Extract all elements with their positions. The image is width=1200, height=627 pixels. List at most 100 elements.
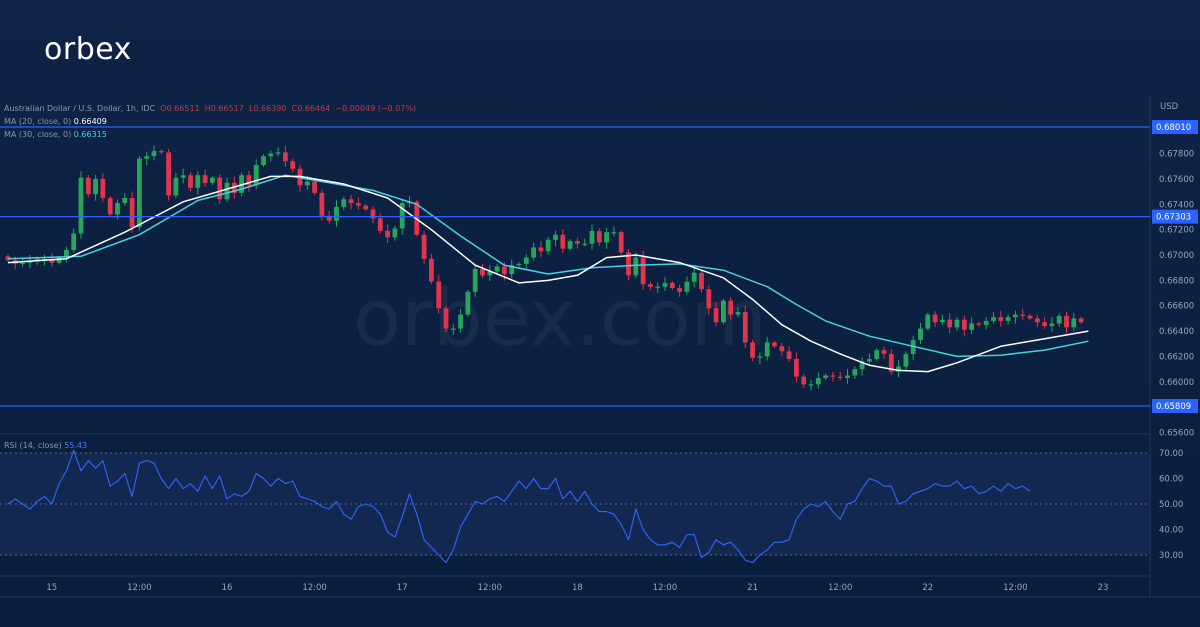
candle-body bbox=[867, 358, 872, 362]
candle-body bbox=[1027, 315, 1033, 319]
candle-body bbox=[764, 342, 770, 357]
candle-body bbox=[589, 230, 595, 244]
candle-body bbox=[129, 197, 135, 228]
candle-body bbox=[830, 375, 836, 377]
candle-body bbox=[976, 323, 982, 325]
candle-body bbox=[845, 375, 850, 378]
candle-body bbox=[348, 199, 354, 204]
time-tick-label: 12:00 bbox=[1003, 583, 1028, 593]
ma20-label: MA (20, close, 0) bbox=[4, 117, 72, 126]
candle-body bbox=[903, 353, 909, 367]
rsi-tick-label: 60.00 bbox=[1159, 475, 1183, 485]
candle-body bbox=[224, 182, 230, 200]
candle-body bbox=[618, 232, 624, 253]
time-tick-label: 23 bbox=[1098, 583, 1109, 593]
candle-body bbox=[523, 257, 529, 264]
watermark-text: orbex.com bbox=[353, 274, 766, 364]
rsi-tick-label: 30.00 bbox=[1159, 551, 1183, 561]
candle-body bbox=[239, 175, 244, 193]
orbex-logo: orbex bbox=[44, 32, 132, 67]
candle-body bbox=[582, 243, 588, 245]
candle-body bbox=[137, 158, 142, 228]
level-label: 0.65809 bbox=[1156, 402, 1191, 412]
candle-body bbox=[808, 384, 814, 386]
candle-body bbox=[596, 230, 602, 243]
candle-body bbox=[392, 228, 398, 238]
level-label: 0.67303 bbox=[1156, 213, 1191, 223]
candle-body bbox=[56, 257, 62, 263]
candle-body bbox=[779, 346, 785, 352]
candle-body bbox=[85, 177, 91, 195]
candle-body bbox=[983, 320, 989, 325]
price-tick-label: 0.67200 bbox=[1159, 226, 1194, 236]
candle-body bbox=[319, 192, 325, 216]
candle-body bbox=[604, 232, 609, 243]
candle-body bbox=[1049, 323, 1055, 327]
candle-body bbox=[356, 203, 361, 206]
ma20-line bbox=[7, 175, 1089, 373]
candle-body bbox=[560, 234, 566, 249]
candle-body bbox=[253, 165, 259, 186]
candle-body bbox=[735, 312, 741, 315]
candle-body bbox=[49, 258, 55, 263]
candle-body bbox=[553, 234, 558, 240]
time-tick-label: 12:00 bbox=[127, 583, 152, 593]
price-tick-label: 0.66200 bbox=[1159, 352, 1194, 362]
candle-body bbox=[750, 342, 755, 358]
candles-group bbox=[5, 145, 1084, 391]
candle-body bbox=[458, 314, 463, 329]
candle-body bbox=[888, 353, 894, 372]
time-tick-label: 16 bbox=[222, 583, 233, 593]
rsi-line bbox=[7, 449, 1031, 564]
level-label: 0.68010 bbox=[1156, 123, 1191, 133]
candle-body bbox=[202, 175, 208, 183]
candle-body bbox=[1020, 314, 1026, 316]
candle-body bbox=[487, 271, 493, 276]
candle-body bbox=[180, 175, 186, 178]
candle-body bbox=[991, 317, 996, 321]
candle-body bbox=[100, 178, 106, 198]
candle-body bbox=[874, 350, 880, 359]
price-tick-label: 0.67600 bbox=[1159, 175, 1194, 185]
candle-body bbox=[684, 281, 690, 292]
candle-body bbox=[567, 241, 573, 249]
candle-body bbox=[42, 258, 47, 261]
candle-body bbox=[502, 266, 507, 275]
candle-body bbox=[728, 300, 734, 315]
candle-body bbox=[932, 314, 938, 323]
candle-body bbox=[363, 205, 369, 210]
time-tick-label: 21 bbox=[747, 583, 758, 593]
candle-body bbox=[64, 249, 69, 258]
candle-body bbox=[516, 263, 522, 266]
candle-body bbox=[757, 356, 763, 358]
ohlc-close: C0.66464 bbox=[289, 104, 331, 113]
candle-body bbox=[115, 203, 120, 215]
candle-body bbox=[151, 151, 157, 157]
candle-body bbox=[699, 272, 704, 290]
candle-body bbox=[655, 286, 661, 288]
candle-body bbox=[246, 175, 252, 186]
ma20-legend: MA (20, close, 0) 0.66409 bbox=[4, 117, 107, 126]
candle-body bbox=[210, 177, 215, 183]
candle-body bbox=[20, 262, 25, 264]
candle-body bbox=[509, 265, 515, 275]
candle-body bbox=[166, 152, 171, 196]
time-tick-label: 12:00 bbox=[478, 583, 503, 593]
candle-body bbox=[801, 376, 807, 385]
candle-body bbox=[662, 282, 668, 287]
candle-body bbox=[304, 181, 310, 186]
time-tick-label: 15 bbox=[46, 583, 57, 593]
candle-body bbox=[648, 284, 653, 287]
candle-body bbox=[312, 181, 317, 193]
rsi-label: RSI (14, close) bbox=[4, 441, 62, 450]
candle-body bbox=[93, 178, 98, 195]
price-tick-label: 0.67000 bbox=[1159, 251, 1194, 261]
candle-body bbox=[370, 209, 376, 219]
price-axis-currency: USD bbox=[1160, 102, 1179, 112]
candle-body bbox=[465, 291, 471, 315]
time-tick-label: 17 bbox=[397, 583, 408, 593]
candle-body bbox=[925, 314, 931, 329]
time-tick-label: 12:00 bbox=[653, 583, 678, 593]
candle-body bbox=[472, 268, 478, 292]
